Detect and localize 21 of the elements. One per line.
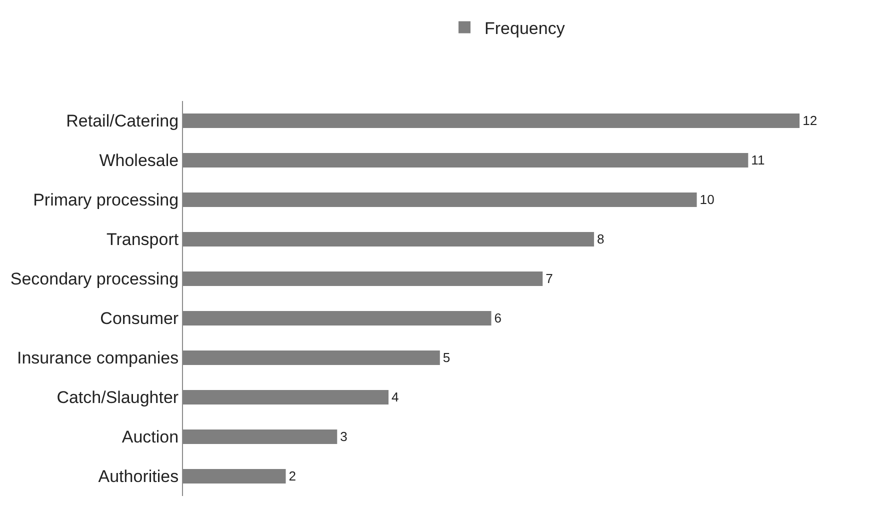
data-label: 5 bbox=[442, 350, 450, 365]
data-label: 10 bbox=[700, 192, 714, 207]
data-label: 3 bbox=[340, 428, 348, 444]
y-tick-label: Insurance companies bbox=[17, 348, 179, 368]
y-tick-label: Wholesale bbox=[99, 151, 179, 170]
y-tick-label: Retail/Catering bbox=[66, 112, 179, 131]
y-tick-label: Authorities bbox=[98, 467, 179, 486]
legend-label: Frequency bbox=[484, 18, 566, 38]
y-tick-label: Primary processing bbox=[33, 190, 179, 210]
data-label: 2 bbox=[288, 468, 296, 484]
data-label: 11 bbox=[751, 152, 765, 168]
y-tick-label: Catch/Slaughter bbox=[56, 388, 179, 408]
data-label: 12 bbox=[802, 112, 818, 128]
data-label: 6 bbox=[494, 310, 502, 326]
y-tick-label: Consumer bbox=[100, 309, 179, 328]
y-tick-label: Transport bbox=[106, 230, 179, 250]
data-label: 4 bbox=[392, 389, 399, 404]
y-tick-label: Auction bbox=[122, 428, 179, 447]
data-label: 8 bbox=[597, 231, 604, 246]
y-tick-label: Secondary processing bbox=[10, 270, 179, 289]
data-label: 7 bbox=[546, 270, 553, 286]
